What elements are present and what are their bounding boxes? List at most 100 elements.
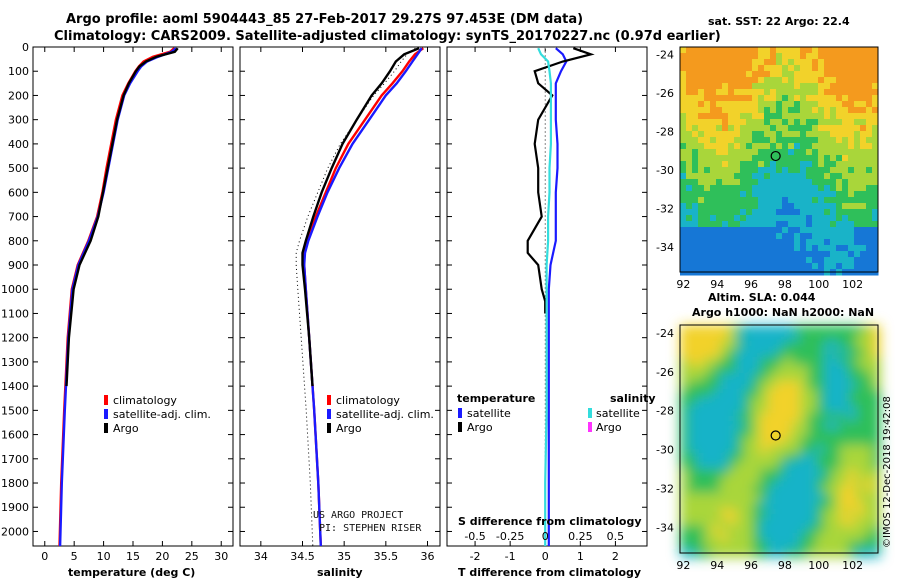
map-cell [764,95,771,102]
map-cell [680,541,689,550]
map-cell [792,445,801,454]
map-cell [818,167,825,174]
legend-climatology: climatology [336,394,400,407]
map-cell [812,227,819,234]
map-cell [760,541,769,550]
map-cell [792,509,801,518]
map-cell [816,485,825,494]
map-cell [770,239,777,246]
map-cell [848,185,855,192]
map-cell [866,167,873,174]
map-cell [812,263,819,270]
map-cell [782,59,789,66]
map-cell [806,59,813,66]
sla_map: 92 94 96 98 100 102-24-26-28-30-32-34 [656,324,881,572]
map-cell [800,461,809,470]
map-cell [736,453,745,462]
map-cell [710,59,717,66]
map-cell [698,131,705,138]
map-cell [692,113,699,120]
map-cell [770,179,777,186]
map-cell [776,209,783,216]
map-cell [746,107,753,114]
map-cell [740,83,747,90]
map-cell [808,541,817,550]
map-cell [712,525,721,534]
map-cell [680,77,687,84]
map-cell [864,485,873,494]
map-cell [722,89,729,96]
x-tick-label: -2 [470,550,481,563]
map-cell [704,445,713,454]
map-cell [830,215,837,222]
map-cell [720,357,729,366]
map-cell [764,107,771,114]
map-cell [728,197,735,204]
map-cell [872,469,881,478]
map-cell [744,333,753,342]
map-cell [836,59,843,66]
map-cell [836,257,843,264]
map-cell [866,185,873,192]
map-cell [776,501,785,510]
map-cell [842,89,849,96]
map-cell [776,461,785,470]
map-cell [848,179,855,186]
map-cell [716,221,723,228]
map-cell [872,429,881,438]
map-cell [686,131,693,138]
map-cell [692,125,699,132]
map-cell [728,203,735,210]
map-cell [686,71,693,78]
map-cell [710,137,717,144]
map-cell [830,89,837,96]
map-cell [872,389,881,398]
map-cell [728,173,735,180]
map-cell [842,119,849,126]
map-cell [764,101,771,108]
map-cell [770,95,777,102]
map-cell [764,155,771,162]
map-cell [710,65,717,72]
map-cell [734,203,741,210]
map-cell [836,215,843,222]
map-cell [734,65,741,72]
map-cell [866,119,873,126]
map-cell [794,137,801,144]
map-cell [842,233,849,240]
map-cell [806,197,813,204]
map-cell [824,461,833,470]
map-cell [818,215,825,222]
map-cell [722,77,729,84]
map-cell [760,509,769,518]
map-cell [782,95,789,102]
map-cell [770,203,777,210]
map-cell [784,333,793,342]
map-cell [842,131,849,138]
lat-tick-label: -28 [656,405,674,418]
map-cell [710,155,717,162]
map-cell [800,325,809,334]
map-cell [824,525,833,534]
map-cell [716,107,723,114]
map-cell [758,125,765,132]
map-cell [860,149,867,156]
map-cell [704,209,711,216]
map-cell [760,405,769,414]
legend-satellite-swatch [104,409,108,419]
map-cell [860,119,867,126]
map-cell [832,541,841,550]
map-cell [840,517,849,526]
map-cell [680,197,687,204]
map-cell [830,143,837,150]
map-cell [760,389,769,398]
map-cell [832,333,841,342]
map-cell [744,349,753,358]
map-cell [872,541,881,550]
map-cell [818,47,825,54]
map-cell [816,469,825,478]
map-cell [848,227,855,234]
map-cell [824,101,831,108]
map-cell [776,95,783,102]
map-cell [812,83,819,90]
